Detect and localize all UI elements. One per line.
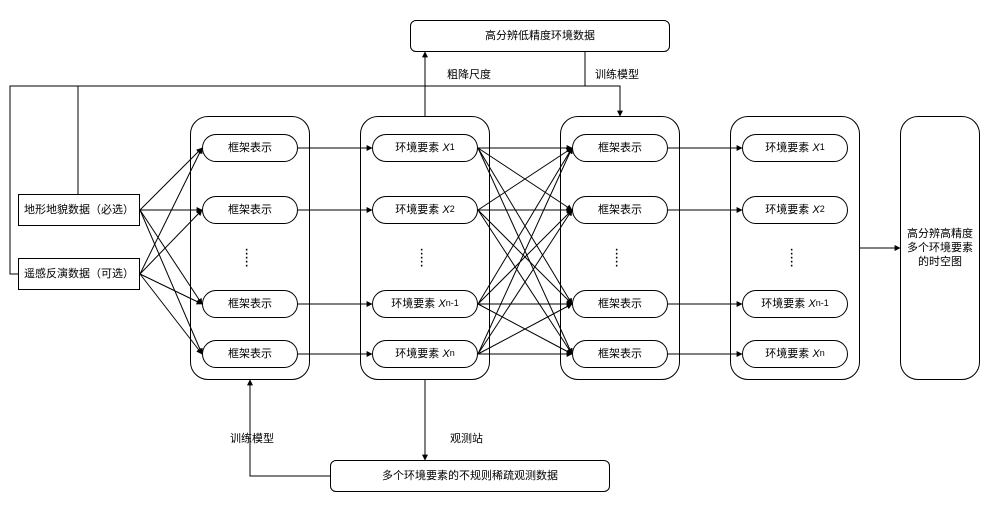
label-train-bottom: 训练模型	[230, 430, 274, 446]
col2-item-1: 环境要素 X1	[372, 134, 478, 162]
col4-item-2: 环境要素 X2	[742, 196, 848, 224]
col2-item-2: 环境要素 X2	[372, 196, 478, 224]
col3-item-2: 框架表示	[572, 196, 668, 224]
label-observation: 观测站	[450, 430, 483, 446]
col4-item-3: 环境要素 Xn-1	[742, 290, 848, 318]
col2-item-3: 环境要素 Xn-1	[372, 290, 478, 318]
col1-item-3: 框架表示	[202, 290, 298, 318]
result-box: 高分辨高精度 多个环境要素 的时空图	[900, 116, 980, 380]
top-banner: 高分辨低精度环境数据	[410, 20, 670, 52]
col2-item-4: 环境要素 Xn	[372, 340, 478, 368]
col4-item-1: 环境要素 X1	[742, 134, 848, 162]
bottom-box: 多个环境要素的不规则稀疏观测数据	[330, 460, 610, 492]
col3-item-1: 框架表示	[572, 134, 668, 162]
col1-item-4: 框架表示	[202, 340, 298, 368]
vdots-col1: ·····	[244, 248, 249, 268]
input-terrain: 地形地貌数据（必选）	[18, 194, 140, 226]
vdots-col3: ·····	[614, 248, 619, 268]
label-coarse-scale: 粗降尺度	[447, 66, 491, 82]
col3-item-3: 框架表示	[572, 290, 668, 318]
col3-item-4: 框架表示	[572, 340, 668, 368]
vdots-col4: ·····	[789, 248, 794, 268]
col4-item-4: 环境要素 Xn	[742, 340, 848, 368]
vdots-col2: ·····	[419, 248, 424, 268]
col1-item-2: 框架表示	[202, 196, 298, 224]
input-remote-sensing: 遥感反演数据（可选）	[18, 258, 140, 290]
col1-item-1: 框架表示	[202, 134, 298, 162]
label-train-top: 训练模型	[595, 66, 639, 82]
